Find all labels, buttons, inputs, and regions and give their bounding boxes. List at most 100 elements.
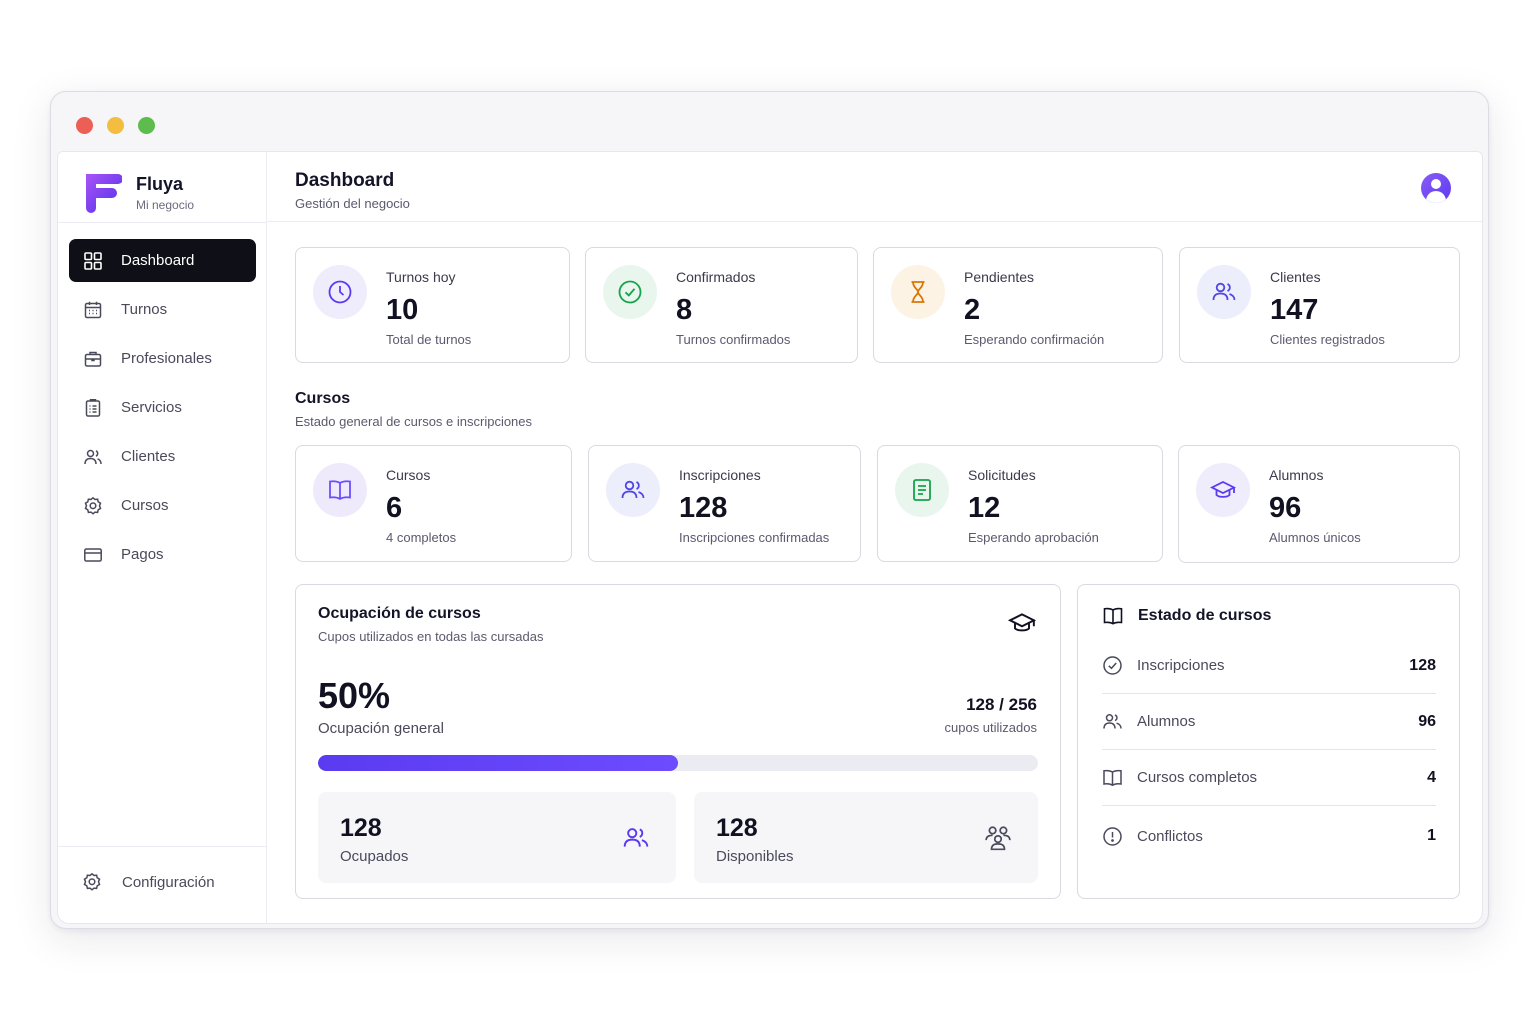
stat-caption: Esperando aprobación — [968, 530, 1099, 545]
occupancy-ratio-caption: cupos utilizados — [944, 720, 1038, 735]
stat-label: Cursos — [386, 467, 431, 483]
stat-value: 10 — [386, 294, 419, 326]
clock-icon — [328, 280, 352, 304]
stat-value: 128 — [679, 492, 728, 524]
sidebar-item-label: Servicios — [121, 399, 182, 416]
stat-card-turnos-hoy[interactable]: Turnos hoy 10 Total de turnos — [295, 247, 570, 363]
stat-label: Clientes — [1270, 269, 1321, 285]
occupancy-subtitle: Cupos utilizados en todas las cursadas — [318, 629, 544, 644]
sidebar-item-configuracion[interactable]: Configuración — [82, 872, 215, 892]
stat-card-solicitudes[interactable]: Solicitudes 12 Esperando aprobación — [877, 445, 1163, 562]
maximize-window-button[interactable] — [138, 117, 155, 134]
clipboard-list-icon — [85, 398, 101, 417]
users-icon — [621, 480, 645, 499]
sidebar-item-servicios[interactable]: Servicios — [69, 386, 256, 429]
occupancy-progress-bar — [318, 755, 1038, 771]
divider — [58, 222, 267, 223]
occupancy-ratio: 128 / 256 — [966, 695, 1037, 714]
book-open-icon — [1103, 769, 1122, 787]
stat-value: 6 — [386, 492, 403, 524]
stat-caption: Alumnos únicos — [1269, 530, 1361, 545]
sidebar-item-dashboard[interactable]: Dashboard — [69, 239, 256, 282]
course-status-value: 4 — [1427, 768, 1436, 786]
divider — [58, 846, 267, 847]
sidebar-item-profesionales[interactable]: Profesionales — [69, 337, 256, 380]
sidebar-item-cursos[interactable]: Cursos — [69, 484, 256, 527]
page-subtitle: Gestión del negocio — [295, 196, 410, 211]
alert-circle-icon — [1103, 826, 1122, 846]
stat-caption: Turnos confirmados — [676, 332, 791, 347]
stat-label: Alumnos — [1269, 467, 1324, 483]
brand[interactable]: Fluya Mi negocio — [82, 170, 194, 216]
sidebar-nav: Dashboard Turnos Profesionales — [69, 239, 256, 582]
stat-caption: Clientes registrados — [1270, 332, 1385, 347]
calendar-icon — [84, 301, 102, 318]
check-circle-icon — [618, 280, 642, 304]
stat-card-confirmados[interactable]: Confirmados 8 Turnos confirmados — [585, 247, 858, 363]
occupancy-percent-caption: Ocupación general — [318, 720, 444, 737]
stat-caption: 4 completos — [386, 530, 457, 545]
graduation-cap-icon — [1210, 480, 1236, 498]
stat-caption: Esperando confirmación — [964, 332, 1105, 347]
fluya-logo-icon — [86, 174, 122, 213]
occupied-value: 128 — [340, 814, 382, 842]
document-icon — [913, 479, 931, 501]
stat-label: Confirmados — [676, 269, 756, 285]
occupancy-progress-fill — [318, 755, 678, 771]
credit-card-icon — [84, 547, 102, 562]
sidebar-item-turnos[interactable]: Turnos — [69, 288, 256, 331]
course-status-label: Cursos completos — [1137, 769, 1258, 786]
minimize-window-button[interactable] — [107, 117, 124, 134]
book-open-icon — [1103, 607, 1123, 625]
page-title: Dashboard — [295, 170, 395, 191]
section-subtitle: Estado general de cursos e inscripciones — [295, 414, 533, 429]
header: Dashboard Gestión del negocio — [267, 152, 1482, 222]
stat-card-pendientes[interactable]: Pendientes 2 Esperando confirmación — [873, 247, 1163, 363]
stat-card-inscripciones[interactable]: Inscripciones 128 Inscripciones confirma… — [588, 445, 861, 562]
course-status-label: Alumnos — [1137, 713, 1196, 730]
course-status-value: 96 — [1418, 712, 1436, 730]
window-controls — [76, 117, 155, 134]
close-window-button[interactable] — [76, 117, 93, 134]
stat-label: Pendientes — [964, 269, 1035, 285]
course-status-row-conflictos[interactable]: Conflictos 1 — [1102, 808, 1436, 864]
course-status-row-alumnos[interactable]: Alumnos 96 — [1102, 694, 1436, 750]
stat-value: 2 — [964, 294, 981, 326]
course-status-card: Estado de cursos Inscripciones 128 Alumn… — [1077, 584, 1460, 899]
sidebar-item-clientes[interactable]: Clientes — [69, 435, 256, 478]
occupied-tile: 128 Ocupados — [318, 792, 676, 883]
stat-caption: Total de turnos — [386, 332, 472, 347]
briefcase-icon — [84, 351, 102, 367]
settings-icon — [83, 872, 101, 891]
course-status-title: Estado de cursos — [1138, 607, 1272, 624]
occupancy-card: Ocupación de cursos Cupos utilizados en … — [295, 584, 1061, 899]
user-avatar[interactable] — [1421, 173, 1451, 203]
users-icon — [1103, 714, 1122, 729]
course-status-row-cursos-completos[interactable]: Cursos completos 4 — [1102, 750, 1436, 806]
available-value: 128 — [716, 814, 758, 842]
book-open-icon — [329, 480, 351, 501]
stat-value: 12 — [968, 492, 1001, 524]
stat-card-cursos[interactable]: Cursos 6 4 completos — [295, 445, 572, 562]
app-window: Fluya Mi negocio Dashboard — [50, 91, 1489, 929]
course-status-value: 1 — [1427, 827, 1436, 844]
hourglass-icon — [911, 281, 925, 303]
stat-card-alumnos[interactable]: Alumnos 96 Alumnos únicos — [1178, 445, 1460, 563]
stat-value: 147 — [1270, 294, 1319, 326]
sidebar-item-label: Configuración — [122, 873, 215, 891]
course-status-row-inscripciones[interactable]: Inscripciones 128 — [1102, 638, 1436, 694]
graduation-cap-icon — [1008, 613, 1036, 632]
brand-name: Fluya — [136, 174, 184, 194]
users-icon — [623, 828, 649, 847]
stat-card-clientes[interactable]: Clientes 147 Clientes registrados — [1179, 247, 1460, 363]
sidebar-item-label: Dashboard — [121, 252, 195, 269]
stat-label: Turnos hoy — [386, 269, 456, 285]
sidebar-item-pagos[interactable]: Pagos — [69, 533, 256, 576]
course-status-value: 128 — [1409, 656, 1436, 674]
course-status-label: Conflictos — [1137, 827, 1203, 845]
stat-value: 96 — [1269, 492, 1302, 524]
stat-value: 8 — [676, 294, 693, 326]
occupancy-percent: 50% — [318, 675, 391, 716]
group-icon — [985, 826, 1011, 851]
sidebar-item-label: Cursos — [121, 497, 169, 514]
